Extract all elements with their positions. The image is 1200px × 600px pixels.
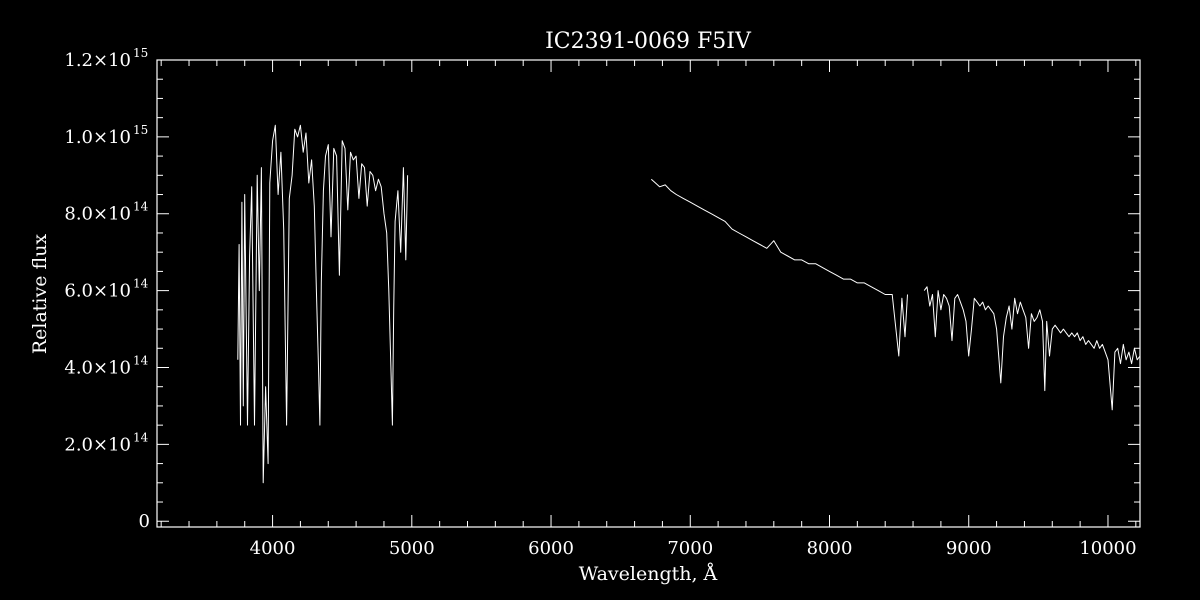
spectrum-line-red (650, 178, 908, 357)
x-tick-label: 6000 (528, 538, 574, 559)
y-tick-exponent: 14 (133, 277, 149, 291)
y-axis-label: Relative flux (29, 234, 51, 355)
y-tick-exponent: 15 (133, 123, 148, 137)
x-tick-label: 9000 (946, 538, 992, 559)
y-tick-label: 0 (139, 511, 150, 532)
plot-frame (156, 59, 1141, 528)
y-tick-exponent: 14 (133, 353, 149, 367)
spectrum-line-blue (237, 124, 409, 484)
y-tick-label: 6.0×10 (64, 281, 131, 302)
chart-title: IC2391-0069 F5IV (545, 29, 752, 54)
x-axis-label: Wavelength, Å (579, 563, 718, 585)
x-tick-label: 7000 (667, 538, 713, 559)
y-tick-label: 4.0×10 (64, 357, 131, 378)
y-tick-label: 2.0×10 (64, 434, 131, 455)
y-tick-exponent: 14 (133, 200, 149, 214)
spectrum-line-near-ir (923, 286, 1141, 411)
x-tick-label: 10000 (1079, 538, 1136, 559)
x-tick-label: 4000 (250, 538, 296, 559)
x-tick-label: 5000 (389, 538, 435, 559)
y-tick-exponent: 15 (133, 46, 148, 60)
y-tick-label: 8.0×10 (64, 204, 131, 225)
y-tick-label: 1.2×10 (64, 50, 131, 71)
y-tick-exponent: 14 (133, 430, 149, 444)
x-tick-label: 8000 (807, 538, 853, 559)
y-tick-label: 1.0×10 (64, 127, 131, 148)
